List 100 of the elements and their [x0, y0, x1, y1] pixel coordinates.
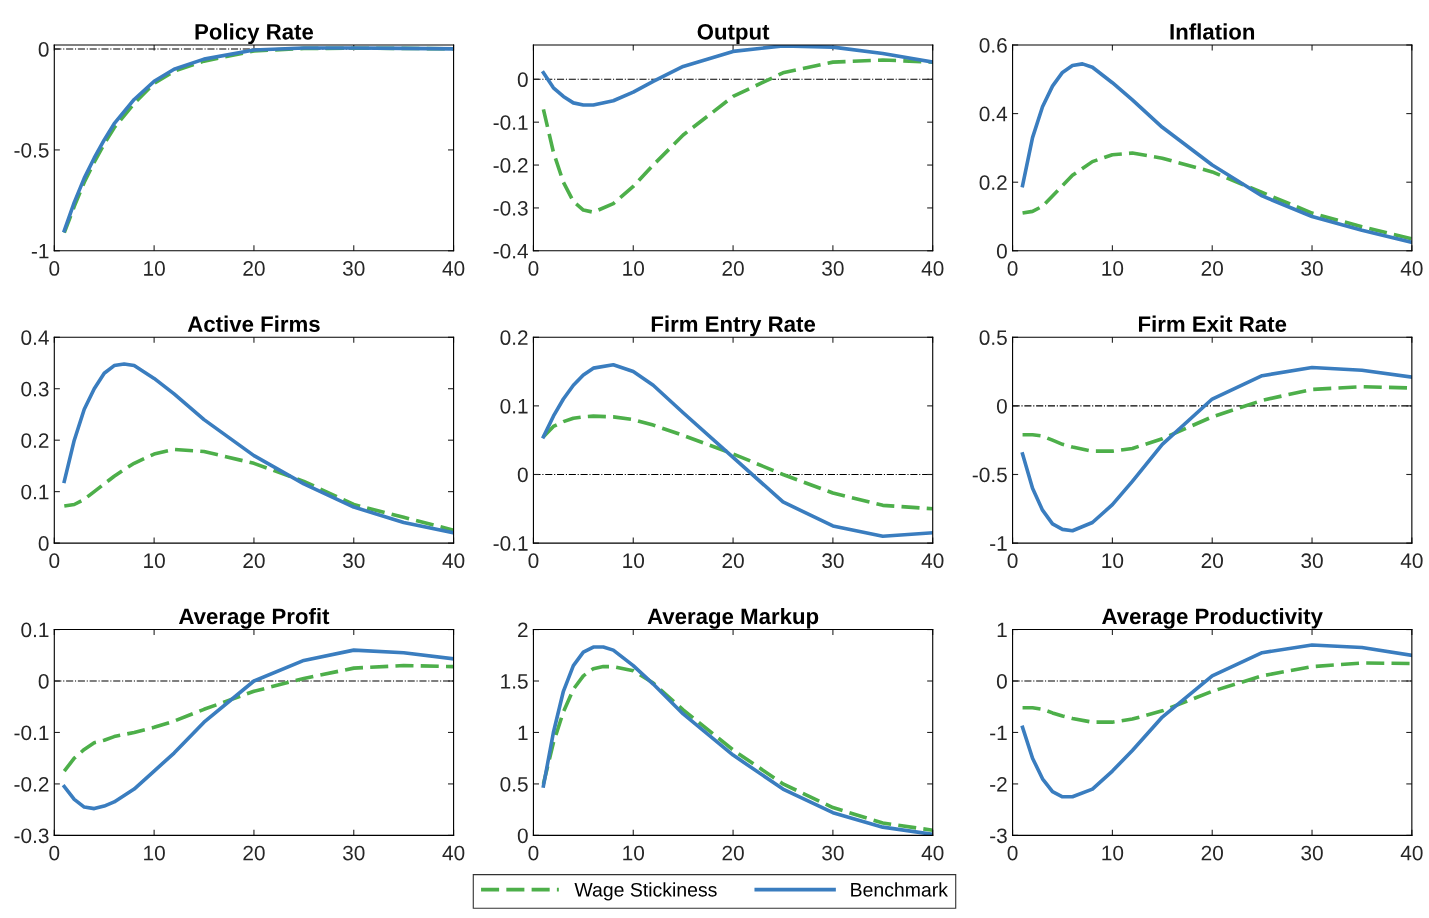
x-tick-label: 30	[1301, 261, 1323, 276]
x-tick-label: 40	[1400, 845, 1423, 861]
x-tick-label: 10	[144, 261, 165, 276]
y-tick-label: 0.3	[21, 381, 49, 397]
chart-title: Average Markup	[647, 607, 819, 629]
y-tick-label: -1	[990, 536, 1007, 551]
x-tick-label: 40	[442, 845, 465, 861]
y-tick-label: -1	[31, 244, 49, 259]
y-tick-label: 0	[38, 674, 49, 689]
x-tick-label: 20	[722, 845, 744, 861]
x-tick-label: 40	[442, 553, 465, 569]
y-tick-label: 0.1	[21, 622, 49, 638]
y-tick-label: 2	[518, 622, 528, 638]
y-tick-label: 0.4	[979, 106, 1008, 122]
y-tick-label: 0.2	[500, 330, 528, 346]
y-tick-label: 1	[518, 725, 528, 741]
x-tick-label: 0	[49, 261, 60, 276]
x-tick-label: 10	[623, 261, 645, 276]
x-tick-label: 20	[243, 553, 265, 569]
y-tick-label: 0	[996, 674, 1007, 689]
y-tick-label: 0.1	[21, 484, 49, 500]
x-tick-label: 0	[528, 845, 539, 861]
x-tick-label: 10	[144, 553, 165, 569]
x-tick-label: 20	[722, 553, 744, 569]
y-tick-label: 0.4	[21, 330, 49, 346]
y-tick-label: -0.3	[14, 828, 49, 844]
x-tick-label: 0	[1007, 553, 1018, 569]
y-tick-label: 0	[996, 398, 1007, 414]
y-tick-label: 0.6	[979, 37, 1007, 53]
chart-title: Average Productivity	[1102, 607, 1323, 629]
y-tick-label: -0.1	[493, 536, 528, 551]
x-tick-label: 30	[342, 845, 365, 861]
line-series	[541, 44, 933, 107]
x-tick-label: 20	[243, 845, 265, 861]
chart-title: Firm Entry Rate	[651, 315, 816, 337]
x-tick-label: 0	[49, 845, 60, 861]
line-series	[62, 362, 454, 535]
y-tick-label: 0.5	[500, 776, 528, 792]
y-tick-label: -0.4	[493, 243, 528, 259]
x-tick-label: 10	[623, 845, 645, 861]
y-tick-label: 0.5	[979, 330, 1007, 346]
y-tick-label: -0.2	[14, 776, 49, 792]
x-tick-label: 10	[144, 845, 165, 861]
x-tick-label: 40	[1400, 553, 1423, 569]
y-tick-label: -2	[990, 776, 1007, 792]
x-tick-label: 40	[921, 261, 944, 276]
chart-title: Average Profit	[178, 607, 330, 629]
legend-label: Benchmark	[851, 882, 948, 897]
x-tick-label: 0	[528, 553, 539, 569]
y-tick-label: -0.1	[493, 115, 528, 130]
x-tick-label: 40	[442, 261, 465, 276]
y-tick-label: -0.3	[493, 200, 528, 216]
line-series	[1020, 661, 1412, 724]
x-tick-label: 40	[921, 553, 944, 569]
y-tick-label: 1	[997, 622, 1007, 638]
y-tick-label: -0.5	[972, 467, 1007, 483]
y-tick-label: 0	[517, 72, 528, 88]
x-tick-label: 10	[1102, 553, 1124, 569]
y-tick-label: 0.2	[979, 175, 1007, 190]
x-tick-label: 40	[1400, 261, 1423, 276]
chart-title: Firm Exit Rate	[1138, 315, 1287, 332]
x-tick-label: 30	[1301, 845, 1323, 861]
x-tick-label: 20	[243, 261, 265, 276]
y-tick-label: -0.1	[14, 725, 49, 741]
y-tick-label: -1	[990, 725, 1007, 741]
x-tick-label: 20	[1201, 553, 1223, 569]
y-tick-label: -0.2	[493, 158, 528, 173]
x-tick-label: 20	[1201, 845, 1223, 861]
x-tick-label: 20	[722, 261, 744, 276]
chart-title: Inflation	[1170, 23, 1255, 40]
line-series	[62, 648, 454, 811]
x-tick-label: 0	[49, 553, 60, 569]
line-series	[1020, 151, 1412, 241]
line-series	[1020, 643, 1412, 799]
y-tick-label: -0.5	[14, 142, 49, 158]
y-tick-label: 0	[38, 42, 49, 57]
x-tick-label: 40	[921, 845, 944, 861]
x-tick-label: 30	[822, 553, 844, 569]
chart-title: Policy Rate	[195, 23, 314, 45]
line-series	[62, 663, 454, 773]
y-tick-label: 0.2	[21, 433, 49, 448]
x-tick-label: 30	[1301, 553, 1323, 569]
line-series	[541, 362, 933, 539]
y-tick-label: 0	[517, 467, 528, 483]
x-tick-label: 0	[1007, 261, 1018, 276]
x-tick-label: 30	[822, 261, 844, 276]
line-series	[1020, 365, 1412, 533]
legend-label: Wage Stickiness	[574, 882, 717, 901]
y-tick-label: 1.5	[501, 674, 528, 689]
chart-title: Active Firms	[187, 315, 320, 332]
x-tick-label: 0	[1007, 845, 1018, 861]
y-tick-label: 0.1	[500, 398, 528, 414]
chart-title: Output	[697, 23, 770, 45]
x-tick-label: 30	[822, 845, 844, 861]
x-tick-label: 0	[528, 261, 539, 276]
y-tick-label: 0	[38, 536, 49, 551]
line-series	[1020, 62, 1412, 245]
x-tick-label: 20	[1201, 261, 1223, 276]
x-tick-label: 30	[342, 261, 365, 276]
line-series	[541, 58, 933, 215]
